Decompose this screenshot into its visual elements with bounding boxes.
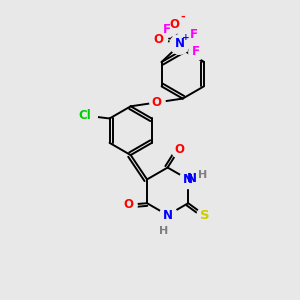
Text: N: N	[183, 173, 193, 186]
Text: H: H	[198, 170, 207, 180]
Text: N: N	[187, 172, 197, 185]
Text: S: S	[200, 208, 209, 222]
Text: F: F	[192, 45, 200, 58]
Text: F: F	[163, 23, 171, 36]
Text: N: N	[163, 208, 172, 222]
Text: +: +	[182, 33, 190, 42]
Text: O: O	[124, 198, 134, 211]
Text: -: -	[181, 12, 185, 22]
Text: O: O	[152, 96, 162, 109]
Text: Cl: Cl	[79, 109, 92, 122]
Text: F: F	[189, 28, 197, 40]
Text: H: H	[158, 226, 168, 236]
Text: O: O	[153, 33, 163, 46]
Text: N: N	[174, 37, 184, 50]
Text: O: O	[169, 18, 179, 31]
Text: O: O	[174, 143, 184, 156]
